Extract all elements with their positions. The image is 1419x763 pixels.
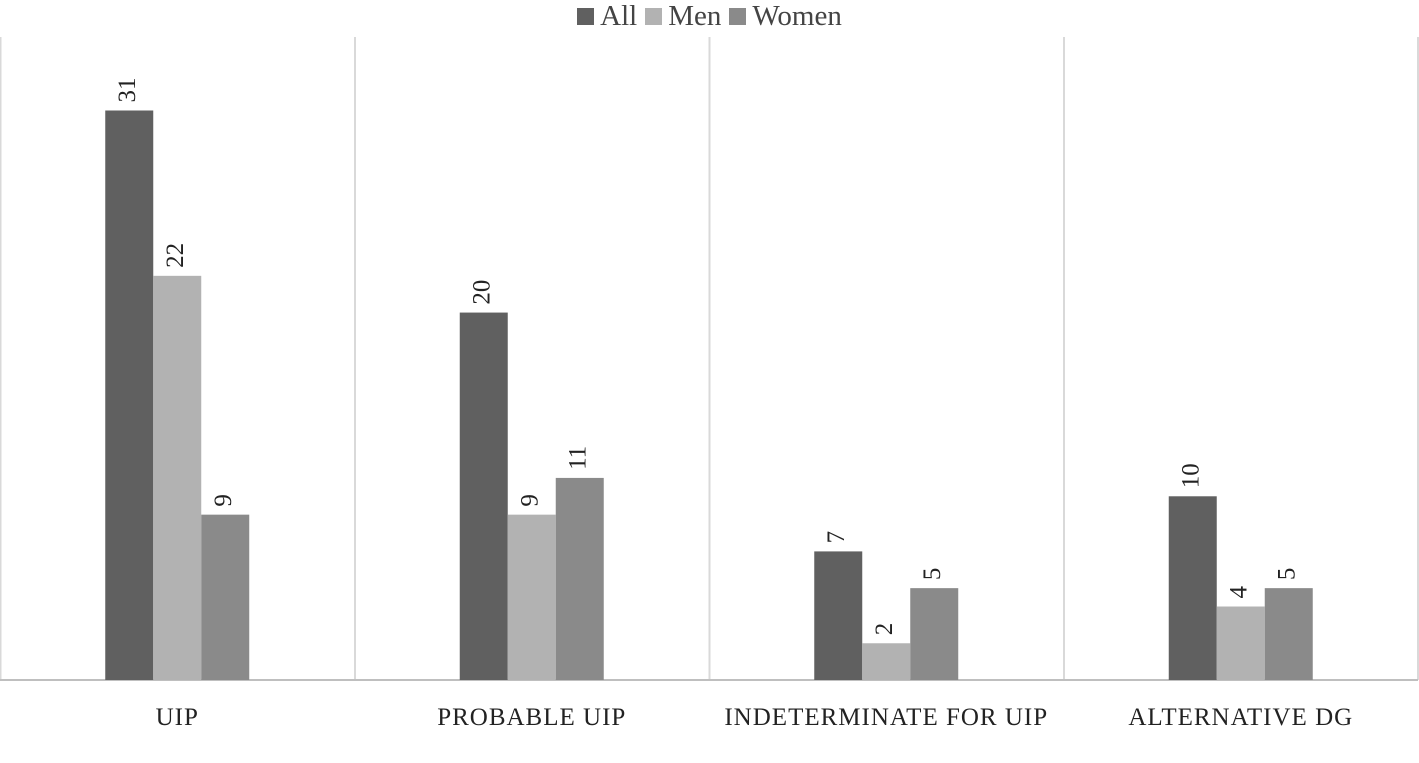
value-label: 2 [871,623,898,636]
bar [459,312,508,680]
value-label: 11 [564,446,591,470]
value-label: 31 [114,77,141,102]
bar [1216,606,1265,680]
value-label: 4 [1225,586,1252,599]
legend-label: All [600,0,638,32]
x-tick-label: PROBABLE UIP [437,704,627,731]
bar [1264,588,1313,680]
bar [105,110,154,680]
bar [814,551,863,680]
bar [862,643,911,680]
legend-item: Men [645,0,721,33]
legend-label: Women [752,0,842,32]
x-tick-label: INDETERMINATE FOR UIP [724,704,1049,731]
value-label: 9 [210,494,237,507]
value-label: 5 [1273,568,1300,581]
value-label: 20 [468,280,495,305]
value-label: 5 [919,568,946,581]
bar [1168,496,1217,680]
legend-swatch [645,7,663,25]
value-label: 9 [516,494,543,507]
bar [555,477,604,680]
bar [507,514,556,680]
legend-swatch [577,7,595,25]
value-label: 22 [162,243,189,268]
legend: All Men Women [0,0,1419,32]
x-tick-label: ALTERNATIVE DG [1128,704,1354,731]
bar [910,588,959,680]
legend-label: Men [668,0,722,32]
legend-item: All [577,0,637,33]
bar [153,275,202,680]
legend-item: Women [729,0,842,33]
legend-swatch [729,7,747,25]
value-label: 7 [823,531,850,544]
value-label: 10 [1177,463,1204,488]
x-tick-label: UIP [155,704,199,731]
bar [201,514,250,680]
